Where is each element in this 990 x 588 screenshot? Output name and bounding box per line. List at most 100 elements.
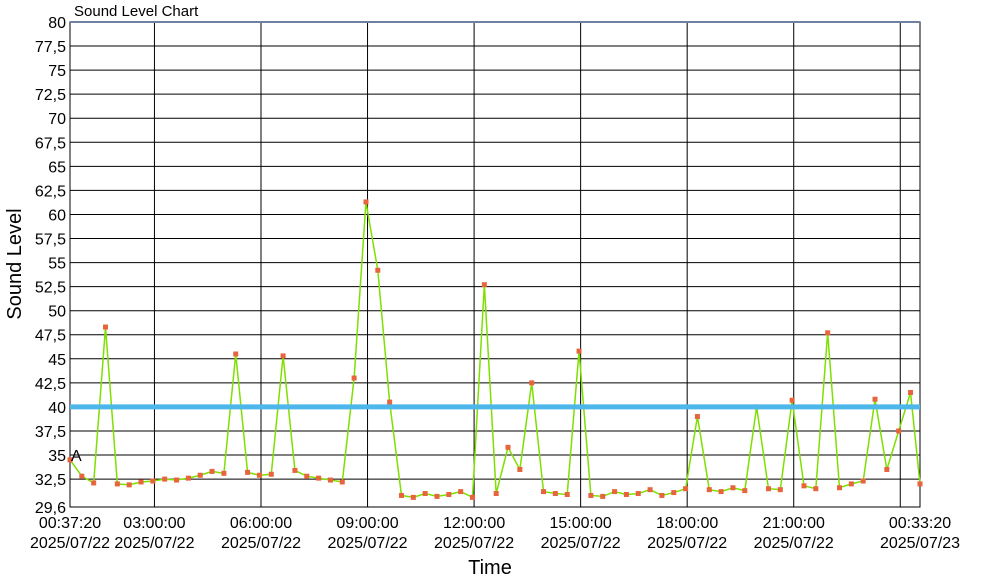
data-marker: [730, 485, 736, 491]
data-marker: [185, 475, 191, 481]
data-marker: [174, 477, 180, 483]
data-marker: [221, 470, 227, 476]
y-tick-label: 35: [48, 448, 66, 465]
data-marker: [292, 467, 298, 473]
y-tick-label: 40: [48, 400, 66, 417]
data-marker: [813, 486, 819, 492]
y-tick-label: 55: [48, 256, 66, 273]
data-marker: [446, 491, 452, 497]
data-marker: [777, 487, 783, 493]
plot-frame: [69, 21, 921, 508]
data-marker: [706, 487, 712, 493]
data-marker: [896, 428, 902, 434]
data-marker: [671, 490, 677, 496]
data-marker: [351, 375, 357, 381]
x-tick-label: 00:33:20 2025/07/23: [879, 515, 961, 552]
data-marker: [410, 494, 416, 500]
data-marker: [91, 480, 97, 486]
data-marker: [304, 473, 310, 479]
y-tick-label: 37,5: [35, 424, 66, 441]
data-marker: [79, 473, 85, 479]
x-tick-label: 06:00:00 2025/07/22: [220, 515, 302, 552]
data-marker: [458, 489, 464, 495]
data-marker: [742, 488, 748, 494]
y-tick-label: 62,5: [35, 183, 66, 200]
data-marker: [363, 199, 369, 205]
data-marker: [552, 491, 558, 497]
y-tick-label: 75: [48, 63, 66, 80]
data-marker: [517, 466, 523, 472]
data-marker: [327, 477, 333, 483]
data-marker: [635, 491, 641, 497]
data-marker: [268, 471, 274, 477]
x-tick-label: 00:37:20 2025/07/22: [29, 515, 111, 552]
data-marker: [600, 493, 606, 499]
y-tick-label: 57,5: [35, 232, 66, 249]
data-marker: [541, 489, 547, 495]
data-marker: [801, 483, 807, 489]
y-tick-label: 47,5: [35, 328, 66, 345]
data-marker: [280, 353, 286, 359]
data-marker: [917, 481, 923, 487]
x-tick-label: 03:00:00 2025/07/22: [114, 515, 195, 552]
y-tick-label: 67,5: [35, 135, 66, 152]
x-tick-label: 09:00:00 2025/07/22: [327, 515, 408, 552]
data-marker: [256, 472, 262, 478]
y-tick-label: 65: [48, 159, 66, 176]
data-marker: [860, 478, 866, 484]
data-marker: [683, 486, 689, 492]
y-tick-label: 60: [48, 207, 66, 224]
y-tick-label: 32,5: [35, 472, 66, 489]
data-marker: [789, 397, 795, 403]
y-tick-label: 70: [48, 111, 66, 128]
data-marker: [339, 479, 345, 485]
y-tick-label: 72,5: [35, 87, 66, 104]
x-axis-label: Time: [468, 557, 512, 579]
series-line: [69, 201, 921, 499]
y-axis-label: Sound Level: [4, 208, 26, 319]
x-tick-label: 18:00:00 2025/07/22: [647, 515, 728, 552]
data-marker: [233, 351, 239, 357]
data-marker: [718, 489, 724, 495]
data-marker: [162, 476, 168, 482]
data-marker: [825, 330, 831, 336]
data-marker: [103, 324, 109, 330]
y-tick-label: 42,5: [35, 376, 66, 393]
data-marker: [375, 267, 381, 273]
data-marker: [114, 481, 120, 487]
data-marker: [138, 479, 144, 485]
data-marker: [493, 491, 499, 497]
data-marker: [872, 396, 878, 402]
data-marker: [576, 348, 582, 354]
data-marker: [884, 466, 890, 472]
data-marker: [836, 485, 842, 491]
data-marker: [694, 414, 700, 420]
y-tick-label: 29,6: [35, 500, 66, 517]
data-marker: [505, 444, 511, 450]
data-marker: [659, 492, 665, 498]
x-tick-label: 21:00:00 2025/07/22: [753, 515, 834, 552]
y-tick-label: 77,5: [35, 39, 66, 56]
data-marker: [564, 491, 570, 497]
data-marker: [623, 491, 629, 497]
data-marker: [126, 482, 132, 488]
annotation: A: [71, 448, 82, 465]
data-marker: [398, 492, 404, 498]
data-marker: [67, 457, 73, 463]
data-marker: [765, 486, 771, 492]
data-marker: [422, 491, 428, 497]
data-marker: [481, 282, 487, 288]
y-tick-label: 45: [48, 352, 66, 369]
y-tick-label: 50: [48, 304, 66, 321]
data-marker: [150, 478, 156, 484]
data-marker: [647, 487, 653, 493]
data-marker: [612, 489, 618, 495]
y-tick-label: 52,5: [35, 280, 66, 297]
data-marker: [197, 472, 203, 478]
x-tick-label: 12:00:00 2025/07/22: [434, 515, 515, 552]
data-marker: [434, 493, 440, 499]
data-marker: [470, 494, 476, 500]
data-marker: [209, 468, 215, 474]
data-marker: [588, 492, 594, 498]
